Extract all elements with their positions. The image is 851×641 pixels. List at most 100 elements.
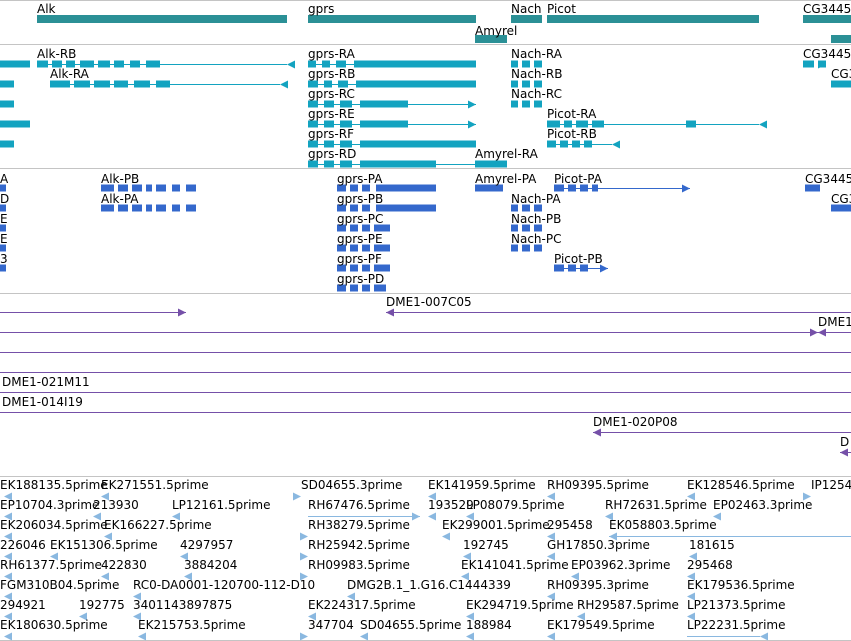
protein-exon[interactable] (511, 244, 518, 252)
protein-exon[interactable] (337, 264, 346, 272)
est-arrow[interactable] (4, 492, 12, 501)
protein-exon[interactable] (172, 184, 180, 192)
est-label[interactable]: SD04655.5prime (360, 618, 462, 632)
clone-arrow[interactable] (593, 428, 601, 437)
est-label[interactable]: EK294719.5prime (466, 598, 574, 612)
est-label[interactable]: RC0-DA0001-120700-112-D10 (133, 578, 316, 592)
transcript-exon[interactable] (534, 100, 542, 108)
protein-exon[interactable] (350, 204, 358, 212)
est-label[interactable]: RH67476.5prime (308, 498, 410, 512)
est-label[interactable]: EK224317.5prime (308, 598, 416, 612)
protein-label[interactable]: gprs-PC (337, 212, 384, 226)
transcript-arrow[interactable] (612, 140, 620, 149)
transcript-exon[interactable] (803, 60, 814, 68)
protein-exon[interactable] (592, 184, 598, 192)
transcript-exon[interactable] (74, 80, 90, 88)
est-label[interactable]: EK299001.5prime (442, 518, 550, 532)
protein-label[interactable]: Nach-PB (511, 212, 562, 226)
protein-exon[interactable] (374, 284, 386, 292)
protein-bar[interactable] (805, 184, 820, 192)
est-arrow[interactable] (360, 632, 368, 641)
est-arrow[interactable] (184, 572, 192, 581)
est-arrow[interactable] (293, 492, 301, 501)
transcript-exon[interactable] (52, 60, 62, 68)
transcript-label[interactable]: Alk-RB (37, 47, 77, 61)
est-arrow[interactable] (466, 632, 474, 641)
protein-exon[interactable] (350, 184, 358, 192)
gene-bar[interactable] (831, 35, 851, 43)
transcript-exon[interactable] (534, 80, 542, 88)
est-label[interactable]: SD04655.3prime (301, 478, 403, 492)
est-label[interactable]: 3884204 (184, 558, 238, 572)
transcript-label[interactable]: Nach-RA (511, 47, 562, 61)
protein-arrow[interactable] (682, 184, 690, 193)
est-arrow[interactable] (101, 492, 109, 501)
clone-arrow[interactable] (386, 308, 394, 317)
est-label[interactable]: 294921 (0, 598, 46, 612)
protein-exon[interactable] (511, 224, 518, 232)
est-label[interactable]: 192745 (463, 538, 509, 552)
est-arrow[interactable] (466, 612, 474, 621)
est-arrow[interactable] (308, 612, 316, 621)
protein-exon[interactable] (101, 204, 114, 212)
protein-exon[interactable] (511, 204, 518, 212)
est-arrow[interactable] (50, 552, 58, 561)
transcript-exon[interactable] (322, 60, 330, 68)
est-label[interactable]: RH09395.5prime (547, 478, 649, 492)
protein-exon[interactable] (350, 224, 358, 232)
est-label[interactable]: 192775 (79, 598, 125, 612)
transcript-exon[interactable] (560, 140, 568, 148)
est-label[interactable]: EK179549.5prime (547, 618, 655, 632)
est-arrow[interactable] (412, 512, 420, 521)
transcript-bar[interactable] (0, 100, 14, 108)
est-label[interactable]: 181615 (689, 538, 735, 552)
est-arrow[interactable] (687, 592, 695, 601)
clone-label[interactable]: DME1-020P08 (593, 415, 678, 429)
transcript-exon[interactable] (324, 160, 334, 168)
est-label[interactable]: EK166227.5prime (104, 518, 212, 532)
transcript-exon[interactable] (308, 80, 318, 88)
gene-label[interactable]: gprs (308, 2, 335, 16)
protein-label[interactable]: Amyrel-PA (475, 172, 537, 186)
protein-label[interactable]: gprs-PA (337, 172, 383, 186)
est-arrow[interactable] (300, 572, 308, 581)
est-label[interactable]: 188984 (466, 618, 512, 632)
protein-label[interactable]: Picot-PA (554, 172, 602, 186)
est-label[interactable]: LP08079.5prime (466, 498, 565, 512)
transcript-exon[interactable] (360, 160, 436, 168)
protein-bar[interactable] (0, 224, 6, 232)
est-arrow[interactable] (466, 512, 474, 521)
est-arrow[interactable] (547, 492, 555, 501)
est-arrow[interactable] (133, 612, 141, 621)
est-arrow[interactable] (93, 512, 101, 521)
transcript-exon[interactable] (146, 60, 160, 68)
protein-exon[interactable] (132, 184, 142, 192)
est-arrow[interactable] (300, 632, 308, 641)
protein-label[interactable]: gprs-PD (337, 272, 385, 286)
protein-exon[interactable] (350, 284, 358, 292)
est-label[interactable]: 422830 (101, 558, 147, 572)
transcript-label[interactable]: Nach-RB (511, 67, 563, 81)
est-arrow[interactable] (79, 612, 87, 621)
protein-exon[interactable] (186, 184, 196, 192)
protein-exon[interactable] (337, 244, 346, 252)
protein-exon[interactable] (337, 224, 346, 232)
gene-bar[interactable] (803, 15, 851, 23)
est-label[interactable]: 295468 (687, 558, 733, 572)
transcript-label[interactable]: gprs-RF (308, 127, 354, 141)
transcript-label[interactable]: gprs-RD (308, 147, 357, 161)
protein-exon[interactable] (362, 244, 370, 252)
transcript-exon[interactable] (360, 140, 476, 148)
est-label[interactable]: EK128546.5prime (687, 478, 795, 492)
est-arrow[interactable] (605, 512, 613, 521)
protein-label[interactable]: gprs-PB (337, 192, 384, 206)
est-label[interactable]: DMG2B.1_1.G16.C1444339 (347, 578, 511, 592)
est-label[interactable]: 226046 (0, 538, 46, 552)
est-label[interactable]: LP12161.5prime (172, 498, 271, 512)
est-arrow[interactable] (4, 592, 12, 601)
gene-label[interactable]: Picot (547, 2, 576, 16)
transcript-exon[interactable] (37, 60, 48, 68)
est-label[interactable]: FGM310B04.5prime (0, 578, 120, 592)
est-label[interactable]: EK188135.5prime (0, 478, 108, 492)
protein-exon[interactable] (534, 244, 542, 252)
